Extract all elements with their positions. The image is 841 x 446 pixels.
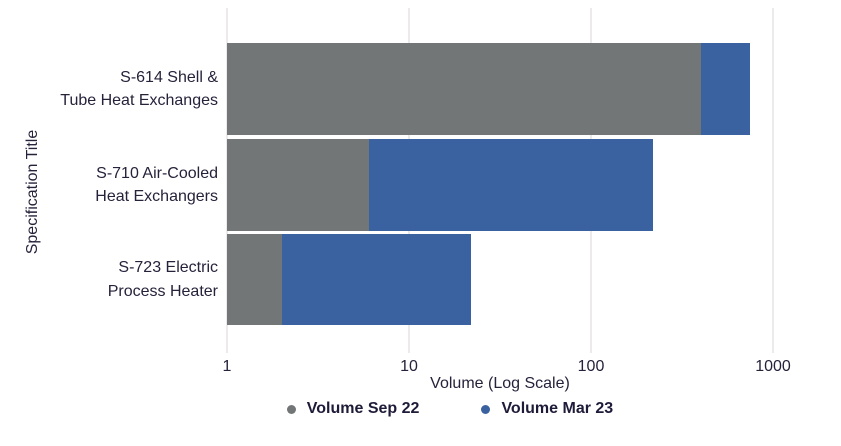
x-tick-1: 1 (222, 358, 232, 375)
category-label-s614: S-614 Shell & Tube Heat Exchanges (46, 43, 218, 135)
x-axis-title: Volume (Log Scale) (430, 375, 570, 392)
category-label-line: S-723 Electric (118, 259, 218, 277)
legend-marker-mar23-icon (481, 404, 491, 414)
legend-label-sep22: Volume Sep 22 (306, 400, 420, 417)
category-label-line: Heat Exchangers (95, 188, 218, 205)
category-label-s710: S-710 Air-Cooled Heat Exchangers (46, 139, 218, 231)
bar-sep22-s614 (227, 43, 701, 135)
bar-row-s723 (227, 234, 792, 325)
y-axis-title: Specification Title (24, 129, 41, 255)
plot-area (226, 8, 792, 353)
legend-item-mar23: Volume Mar 23 (481, 400, 613, 418)
gridline-1000 (772, 8, 774, 353)
category-label-line: Process Heater (107, 282, 218, 300)
category-label-line: S-614 Shell & (120, 68, 218, 86)
bar-row-s614 (227, 43, 792, 135)
legend-marker-sep22-icon (286, 404, 296, 414)
bar-sep22-s710 (227, 139, 369, 231)
x-tick-10: 10 (400, 358, 418, 375)
legend-item-sep22: Volume Sep 22 (286, 400, 420, 418)
category-label-line: Tube Heat Exchanges (60, 92, 218, 109)
bar-sep22-s723 (227, 234, 282, 325)
legend: Volume Sep 22 Volume Mar 23 (150, 400, 750, 418)
category-label-line: S-710 Air-Cooled (96, 164, 218, 182)
x-tick-1000: 1000 (755, 358, 791, 375)
x-tick-100: 100 (577, 358, 605, 375)
category-label-s723: S-723 Electric Process Heater (46, 234, 218, 325)
bar-row-s710 (227, 139, 792, 231)
legend-label-mar23: Volume Mar 23 (501, 400, 614, 417)
